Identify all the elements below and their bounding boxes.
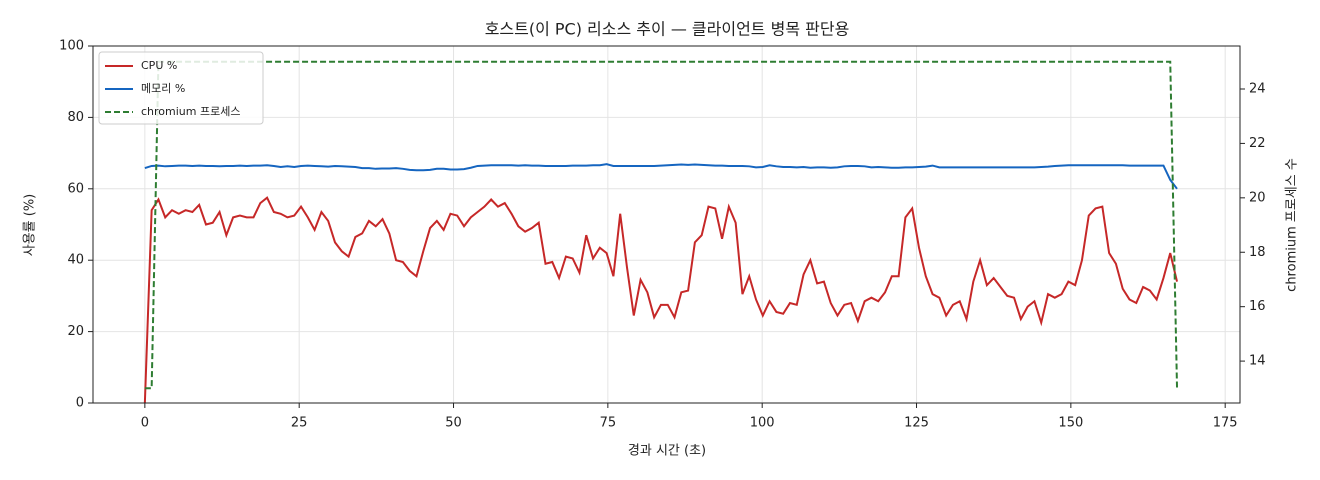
y2-tick-label: 16 [1249, 299, 1266, 314]
legend-label: chromium 프로세스 [141, 105, 240, 118]
plot-frame [92, 45, 1241, 404]
series-line [143, 196, 1179, 404]
legend-box [98, 51, 264, 125]
y2-tick-label: 14 [1249, 354, 1266, 369]
x-tick-label: 100 [750, 416, 775, 431]
y2-axis-label: chromium 프로세스 수 [1285, 158, 1300, 292]
chart-title: 호스트(이 PC) 리소스 추이 — 클라이언트 병목 판단용 [485, 20, 850, 39]
x-tick-label: 50 [445, 416, 462, 431]
series-line [144, 163, 1178, 190]
x-tick-label: 125 [904, 416, 929, 431]
y-tick-label: 100 [59, 39, 84, 54]
x-tick-label: 75 [600, 416, 617, 431]
y-tick-label: 80 [67, 110, 84, 125]
y2-tick-label: 18 [1249, 245, 1266, 260]
x-tick-label: 175 [1213, 416, 1238, 431]
legend-label: CPU % [141, 59, 177, 72]
y2-tick-label: 22 [1249, 136, 1266, 151]
legend-label: 메모리 % [141, 82, 185, 95]
x-axis-label: 경과 시간 (초) [628, 444, 706, 459]
y-tick-label: 0 [76, 396, 84, 411]
y-tick-label: 40 [67, 253, 84, 268]
x-tick-label: 25 [291, 416, 308, 431]
series-line [144, 60, 1179, 390]
y-tick-label: 20 [67, 324, 84, 339]
x-tick-label: 0 [141, 416, 149, 431]
y2-tick-label: 24 [1249, 81, 1266, 96]
y2-tick-label: 20 [1249, 190, 1266, 205]
y-axis-label: 사용률 (%) [23, 194, 38, 257]
y-tick-label: 60 [67, 181, 84, 196]
x-tick-label: 150 [1058, 416, 1083, 431]
